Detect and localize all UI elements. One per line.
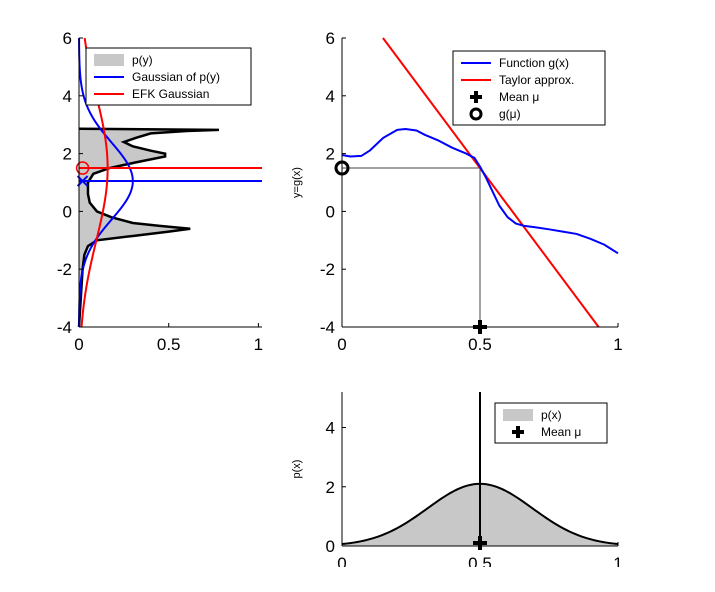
- y-tick-label: 4: [63, 87, 72, 106]
- y-axis-label: y=g(x): [291, 167, 303, 198]
- y-tick-label: 0: [63, 202, 72, 221]
- x-tick-label: 0.5: [468, 554, 492, 573]
- y-tick-label: 0: [326, 537, 335, 556]
- legend-plus-icon: [512, 426, 524, 438]
- py-area: [79, 128, 219, 327]
- bottom-axes: 0 0.5 1 0 2 4 p(x) p(x) Mean μ: [291, 392, 623, 573]
- legend-label: p(y): [132, 53, 153, 67]
- circle-marker: [75, 161, 90, 175]
- top-right-axes: 0 0.5 1 -4 -2 0 2 4 6 y=g(x) Function g(x) Taylor a…: [291, 29, 623, 354]
- legend-label: EFK Gaussian: [132, 87, 209, 101]
- mean-plus-marker: [473, 536, 487, 551]
- y-tick-label: -2: [320, 260, 335, 279]
- y-tick-label: -4: [320, 318, 335, 337]
- y-tick-label: 4: [326, 419, 335, 438]
- x-tick-label: 1: [254, 335, 263, 354]
- legend-label: g(μ): [499, 107, 521, 121]
- legend-label: p(x): [541, 408, 562, 422]
- y-tick-label: 2: [326, 145, 335, 164]
- y-tick-label: 6: [63, 29, 72, 48]
- y-tick-label: -4: [57, 318, 72, 337]
- x-tick-label: 1: [613, 335, 622, 354]
- legend-label: Taylor approx.: [499, 73, 574, 87]
- legend-label: Function g(x): [499, 56, 569, 70]
- x-tick-label: 0: [337, 335, 346, 354]
- y-tick-label: 2: [63, 145, 72, 164]
- x-tick-label: 0: [337, 554, 346, 573]
- legend-swatch-fill: [503, 409, 533, 421]
- x-tick-label: 1: [613, 554, 622, 573]
- y-tick-label: 0: [326, 202, 335, 221]
- gaussian-of-py-line: [78, 37, 134, 328]
- x-tick-label: 0: [74, 335, 83, 354]
- g-function-line: [341, 128, 619, 255]
- legend-label: Gaussian of p(y): [132, 70, 220, 84]
- y-tick-label: 4: [326, 87, 335, 106]
- y-tick-label: -2: [57, 260, 72, 279]
- x-tick-label: 0.5: [468, 335, 492, 354]
- y-tick-label: 2: [326, 478, 335, 497]
- left-axes: 0 0.5 1 -4 -2 0 2 4 6 p(y) Gaussian of p(y) EFK Gau…: [57, 29, 263, 354]
- x-tick-label: 0.5: [157, 335, 181, 354]
- y-tick-label: 6: [326, 29, 335, 48]
- legend-swatch-fill: [94, 54, 124, 66]
- legend-plus-icon: [470, 91, 482, 103]
- legend-circle-icon: [469, 107, 483, 121]
- mean-plus-marker: [473, 320, 487, 334]
- legend-label: Mean μ: [499, 90, 539, 104]
- y-axis-label: p(x): [291, 460, 303, 479]
- taylor-line: [382, 37, 600, 328]
- legend-label: Mean μ: [541, 425, 581, 439]
- g-mu-circle-marker: [334, 160, 350, 176]
